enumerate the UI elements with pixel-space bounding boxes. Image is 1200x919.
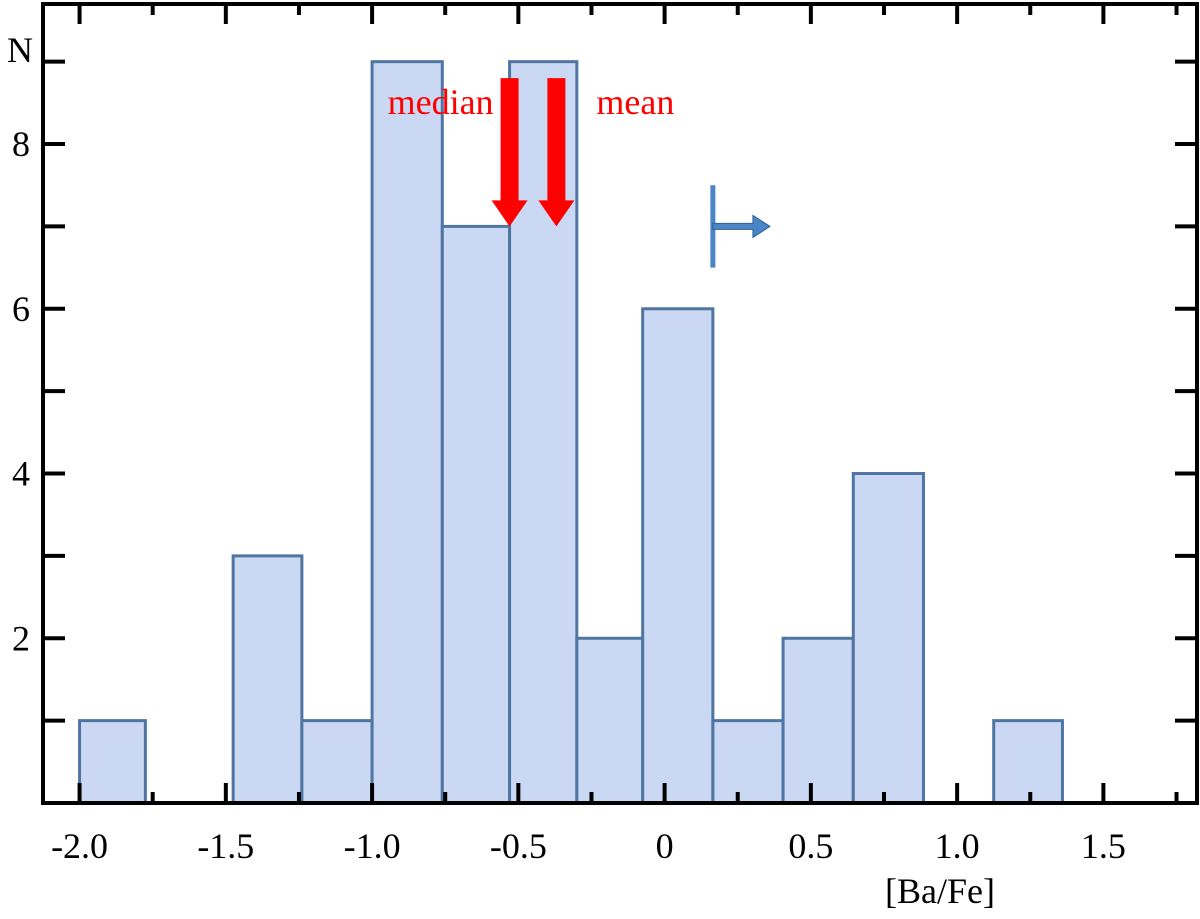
- histogram-bar-9: [781, 636, 855, 805]
- plot-border: [41, 2, 1199, 805]
- histogram-bar-6: [575, 636, 645, 805]
- marker-label-median: median: [388, 82, 494, 122]
- x-axis-label: [Ba/Fe]: [885, 871, 995, 911]
- x-tick-label-0: -2.0: [51, 826, 108, 866]
- histogram-bar-3: [370, 60, 444, 805]
- y-axis-label: N: [7, 30, 33, 70]
- histogram-bars: [78, 60, 1064, 805]
- histogram-bar-2: [300, 719, 374, 805]
- x-tick-label-3: -0.5: [490, 826, 547, 866]
- limit-arrow: [712, 214, 771, 239]
- upper-limit-marker: [710, 185, 771, 268]
- histogram-bar-7: [641, 307, 715, 805]
- x-tick-label-6: 1.0: [935, 826, 980, 866]
- marker-arrow-median: [491, 78, 528, 227]
- histogram-bar-11: [992, 719, 1064, 805]
- marker-label-mean: mean: [596, 82, 674, 122]
- y-tick-label-0: 2: [12, 618, 30, 658]
- histogram-bar-1: [231, 554, 304, 805]
- marker-arrow-mean: [538, 78, 575, 227]
- histogram-bar-10: [851, 472, 925, 805]
- histogram-bar-5: [508, 60, 579, 805]
- y-tick-label-1: 4: [12, 454, 30, 494]
- x-tick-label-2: -1.0: [344, 826, 401, 866]
- plot-frame: [41, 2, 1199, 805]
- y-tick-label-3: 8: [12, 124, 30, 164]
- x-tick-label-1: -1.5: [197, 826, 254, 866]
- x-tick-label-5: 0.5: [788, 826, 833, 866]
- x-tick-label-4: 0: [656, 826, 674, 866]
- histogram-bar-4: [440, 224, 512, 805]
- statistic-markers: median mean: [388, 78, 674, 227]
- tick-labels: -2.0 -1.5 -1.0 -0.5 0 0.5 1.0 1.5 2 4 6 8: [12, 124, 1126, 866]
- histogram-bar-0: [78, 719, 147, 805]
- x-tick-label-7: 1.5: [1081, 826, 1126, 866]
- y-tick-label-2: 6: [12, 289, 30, 329]
- histogram-bar-8: [711, 719, 785, 805]
